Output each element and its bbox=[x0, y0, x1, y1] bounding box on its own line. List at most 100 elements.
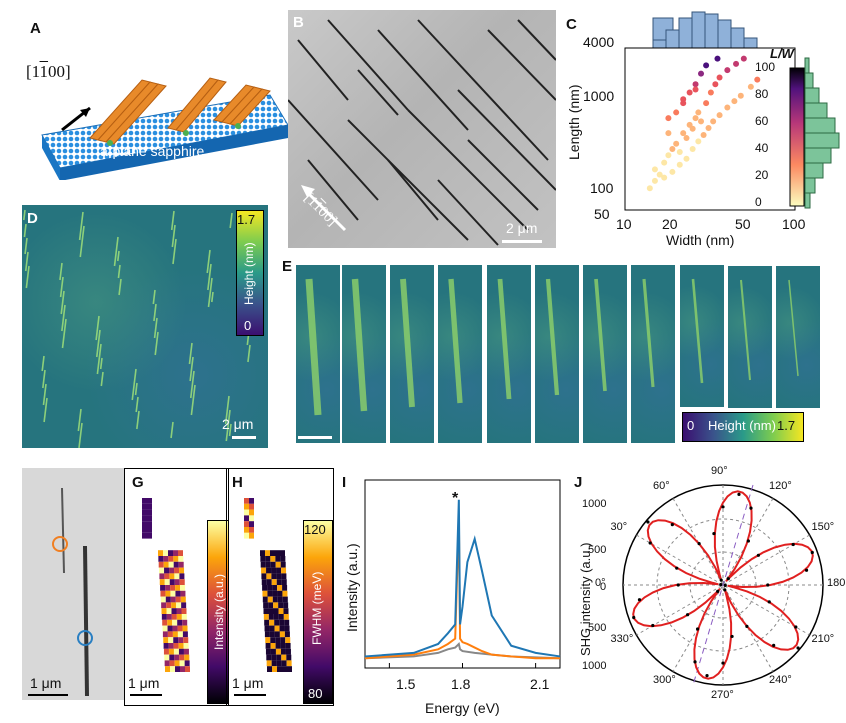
map-pixel-g bbox=[161, 614, 167, 620]
map-pixel-g bbox=[180, 596, 186, 603]
map-pixel-h bbox=[279, 625, 285, 632]
map-pixel-g bbox=[171, 602, 177, 609]
map-pixel-h bbox=[275, 561, 281, 568]
nanowire-e bbox=[642, 278, 655, 388]
panel-label-h: H bbox=[232, 474, 243, 491]
map-pixel-h bbox=[277, 590, 283, 597]
marker-orange-circle bbox=[52, 536, 68, 552]
shg-data-point bbox=[767, 600, 771, 604]
panel-label-a: A bbox=[30, 20, 41, 37]
map-pixel-h bbox=[281, 654, 287, 661]
sem-image-f bbox=[22, 468, 124, 700]
map-pixel-g bbox=[173, 648, 179, 655]
afm-nanowire bbox=[23, 209, 26, 221]
afm-nanowire bbox=[118, 278, 122, 296]
afm-nanowire bbox=[153, 317, 158, 339]
panel-label-g: G bbox=[132, 474, 144, 491]
map-pixel-g bbox=[159, 567, 165, 574]
scatter-point bbox=[705, 124, 712, 131]
shg-data-point bbox=[796, 646, 800, 650]
ylabel-j: SHG intensity (a.u.) bbox=[578, 542, 593, 656]
scatter-point bbox=[661, 159, 668, 166]
hist-bar-top bbox=[665, 29, 680, 49]
scatter-point bbox=[673, 140, 680, 147]
scale-bar-g bbox=[130, 694, 162, 696]
map-pixel-h bbox=[262, 596, 268, 603]
map-pixel-h bbox=[277, 666, 282, 672]
nanowire-e bbox=[448, 278, 463, 404]
colorbar-g bbox=[207, 520, 229, 704]
map-pixel-h bbox=[266, 660, 272, 667]
shg-data-point bbox=[730, 634, 734, 639]
scale-label-f: 1 μm bbox=[30, 675, 62, 691]
nanowire-sem-f bbox=[52, 487, 93, 697]
map-pixel-h bbox=[272, 585, 278, 591]
map-pixel-g bbox=[173, 556, 179, 562]
map-pixel-g bbox=[178, 561, 184, 568]
map-pixel-g bbox=[172, 625, 178, 632]
scatter-point bbox=[692, 86, 699, 93]
shg-data-point bbox=[693, 660, 697, 664]
map-pixel-g bbox=[163, 556, 169, 562]
afm-nanowire bbox=[170, 421, 174, 439]
map-pixel-g bbox=[176, 602, 182, 609]
shg-data-point bbox=[685, 613, 690, 617]
map-pixel-h bbox=[280, 550, 285, 556]
afm-nanowire bbox=[23, 223, 27, 238]
map-pixel-h bbox=[276, 567, 282, 574]
map-pixel-h bbox=[249, 515, 254, 522]
map-pixel-g bbox=[170, 596, 176, 603]
map-pixel-g bbox=[168, 637, 174, 643]
map-pixel-h bbox=[266, 579, 272, 585]
map-pixel-g bbox=[162, 631, 168, 638]
map-pixel-h bbox=[276, 579, 282, 585]
map-pixel-g bbox=[142, 503, 147, 510]
map-pixel-h bbox=[272, 596, 278, 603]
map-pixel-h bbox=[276, 660, 282, 667]
shg-data-point bbox=[723, 583, 727, 587]
colorbar-tick-c: 40 bbox=[755, 141, 769, 155]
colorbar-tick-c: 80 bbox=[755, 87, 769, 101]
colorbar-tick-c: 100 bbox=[755, 60, 776, 74]
map-pixel-h bbox=[280, 648, 286, 655]
hist-bar-right bbox=[804, 162, 824, 179]
map-pixel-g bbox=[175, 666, 180, 672]
map-pixel-g bbox=[180, 590, 186, 597]
map-pixel-h bbox=[263, 608, 269, 614]
fwhm-pixels-h bbox=[244, 498, 292, 672]
map-pixel-h bbox=[264, 625, 270, 632]
hist-bar-right bbox=[804, 177, 816, 194]
afm-nanowire bbox=[43, 397, 48, 423]
scatter-point bbox=[665, 130, 672, 137]
map-pixel-g bbox=[169, 573, 175, 580]
afm-nanowire bbox=[172, 238, 177, 265]
map-pixel-g bbox=[167, 631, 173, 638]
map-pixel-h bbox=[282, 596, 288, 603]
scatter-point bbox=[716, 74, 723, 81]
polar-angle-label: 210° bbox=[811, 633, 835, 645]
map-pixel-g bbox=[169, 660, 175, 667]
afm-nanowire bbox=[131, 368, 137, 401]
map-pixel-g bbox=[161, 602, 167, 609]
map-pixel-g bbox=[171, 614, 177, 620]
map-pixel-h bbox=[275, 556, 281, 562]
map-pixel-g bbox=[147, 509, 152, 516]
map-pixel-g bbox=[179, 660, 185, 667]
afm-nanowire bbox=[171, 224, 176, 248]
map-pixel-g bbox=[176, 614, 182, 620]
afm-image-d bbox=[22, 205, 268, 448]
map-pixel-g bbox=[183, 637, 189, 643]
xtick-c-0: 10 bbox=[616, 216, 632, 232]
afm-nanowire bbox=[224, 395, 230, 425]
map-pixel-h bbox=[274, 631, 280, 638]
substrate-label: a-plane sapphire bbox=[100, 143, 205, 159]
map-pixel-g bbox=[142, 498, 147, 504]
map-pixel-h bbox=[285, 643, 291, 649]
scatter-point bbox=[714, 55, 721, 62]
map-pixel-g bbox=[166, 602, 172, 609]
spectrum-line bbox=[364, 517, 560, 660]
map-pixel-h bbox=[269, 619, 275, 626]
shg-data-point bbox=[696, 627, 700, 631]
map-pixel-h bbox=[264, 631, 270, 638]
colorbar-title-d: Height (nm) bbox=[242, 242, 256, 305]
